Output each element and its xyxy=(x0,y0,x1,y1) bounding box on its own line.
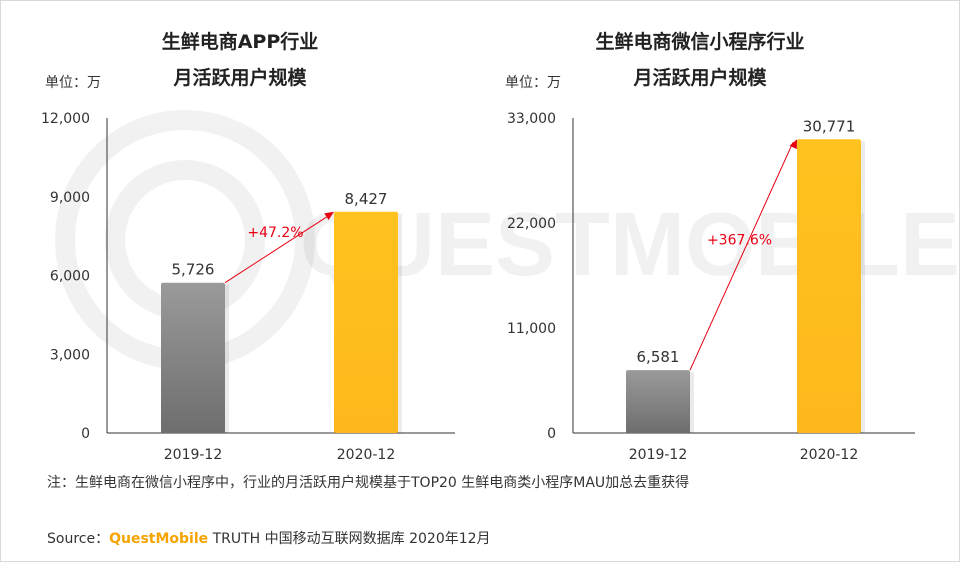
chart1-ytick-label: 12,000 xyxy=(41,111,90,127)
chart2-growth-arrow-head-icon xyxy=(789,139,797,150)
chart2-ytick-label: 0 xyxy=(547,426,556,442)
source-prefix: Source： xyxy=(47,531,110,547)
source-line: Source：QuestMobile TRUTH 中国移动互联网数据库 2020… xyxy=(47,528,491,548)
chart2-value-label: 30,771 xyxy=(803,117,856,135)
chart2-bar xyxy=(626,370,690,433)
chart2-category-label: 2019-12 xyxy=(629,447,688,463)
chart1-category-label: 2019-12 xyxy=(164,447,223,463)
footnote: 注：生鲜电商在微信小程序中，行业的月活跃用户规模基于TOP20 生鲜电商类小程序… xyxy=(47,475,690,491)
chart1-bar xyxy=(334,211,398,433)
chart2-ytick-label: 33,000 xyxy=(507,111,556,127)
chart1-title-line1: 生鲜电商APP行业 xyxy=(161,31,319,53)
chart1-ytick-label: 3,000 xyxy=(50,347,90,363)
chart1-value-label: 8,427 xyxy=(345,190,388,208)
chart2-value-label: 6,581 xyxy=(637,348,680,366)
source-brand: QuestMobile xyxy=(109,531,209,547)
chart2-unit-label: 单位：万 xyxy=(505,75,561,91)
chart2-category-label: 2020-12 xyxy=(800,447,859,463)
source-rest: TRUTH 中国移动互联网数据库 2020年12月 xyxy=(208,531,491,547)
chart1-title-line2: 月活跃用户规模 xyxy=(173,67,307,89)
chart1-bar xyxy=(161,282,225,433)
chart1-growth-arrow-head-icon xyxy=(324,211,334,221)
chart2-title-line2: 月活跃用户规模 xyxy=(633,67,767,89)
chart2-ytick-label: 22,000 xyxy=(507,216,556,232)
chart1-unit-label: 单位：万 xyxy=(45,75,101,91)
chart2-title-line1: 生鲜电商微信小程序行业 xyxy=(595,31,805,53)
chart1-ytick-label: 0 xyxy=(81,426,90,442)
chart1-growth-label: +47.2% xyxy=(247,225,303,241)
chart2-growth-label: +367.6% xyxy=(707,233,772,249)
chart2-ytick-label: 11,000 xyxy=(507,321,556,337)
chart2-bar xyxy=(797,139,861,433)
chart1-ytick-label: 6,000 xyxy=(50,269,90,285)
chart2-growth-arrow-line xyxy=(689,142,794,371)
chart1-category-label: 2020-12 xyxy=(337,447,396,463)
chart1-growth-arrow-line xyxy=(224,214,331,284)
chart1-value-label: 5,726 xyxy=(172,261,215,279)
chart1-ytick-label: 9,000 xyxy=(50,190,90,206)
